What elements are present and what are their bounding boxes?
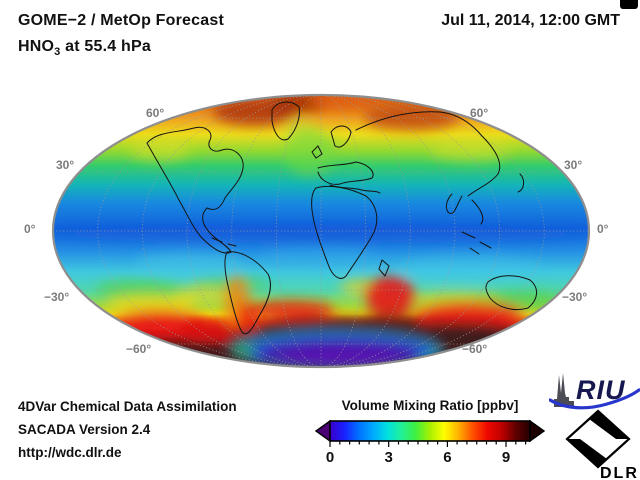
lat-label-right-60: 60° [470,106,489,120]
pressure-level: at 55.4 hPa [60,38,151,55]
species-level-title: HNO3 at 55.4 hPa [18,38,151,58]
riu-logo: RIU [549,373,640,410]
cathedral-icon [554,373,574,407]
colorbar-tick-3: 3 [384,449,393,466]
species-formula: HNO [18,38,55,55]
lat-label-left-60: 60° [146,106,165,120]
graticule [53,95,589,367]
lat-label-left-30: 30° [56,158,75,172]
riu-swoosh-icon [549,388,640,410]
lat-label-right-0: 0° [597,222,609,236]
footer-line-url: http://wdc.dlr.de [18,445,122,460]
lat-label-left-m60: −60° [126,342,152,356]
coastlines [146,101,537,335]
lat-label-right-30: 30° [564,158,583,172]
colorbar-left-arrow [314,419,331,443]
dlr-text: DLR [600,465,639,480]
colorbar-ticks [329,441,527,447]
colorbar-tick-9: 9 [501,449,511,466]
colorbar-title: Volume Mixing Ratio [ppbv] [341,398,519,413]
dlr-emblem-icon [565,409,631,469]
lat-label-left-m30: −30° [44,290,70,304]
globe-border [51,93,591,369]
page-title: GOME−2 / MetOp Forecast [18,12,224,29]
corner-mark [620,0,638,9]
lat-label-left-0: 0° [24,222,36,236]
colorbar-right-arrow [529,419,546,443]
footer-line-assimilation: 4DVar Chemical Data Assimilation [18,399,237,414]
colorbar-gradient-bar [329,420,531,442]
lat-label-right-m60: −60° [462,342,488,356]
colorbar-tick-6: 6 [443,449,452,466]
lat-label-right-m30: −30° [562,290,588,304]
colorbar [314,419,546,447]
species-subscript: 3 [54,46,61,59]
heatmap-field [53,95,589,367]
dlr-logo: DLR [565,409,639,480]
footer-line-version: SACADA Version 2.4 [18,422,151,437]
datetime-label: Jul 11, 2014, 12:00 GMT [441,12,620,29]
colorbar-tick-0: 0 [325,449,335,466]
